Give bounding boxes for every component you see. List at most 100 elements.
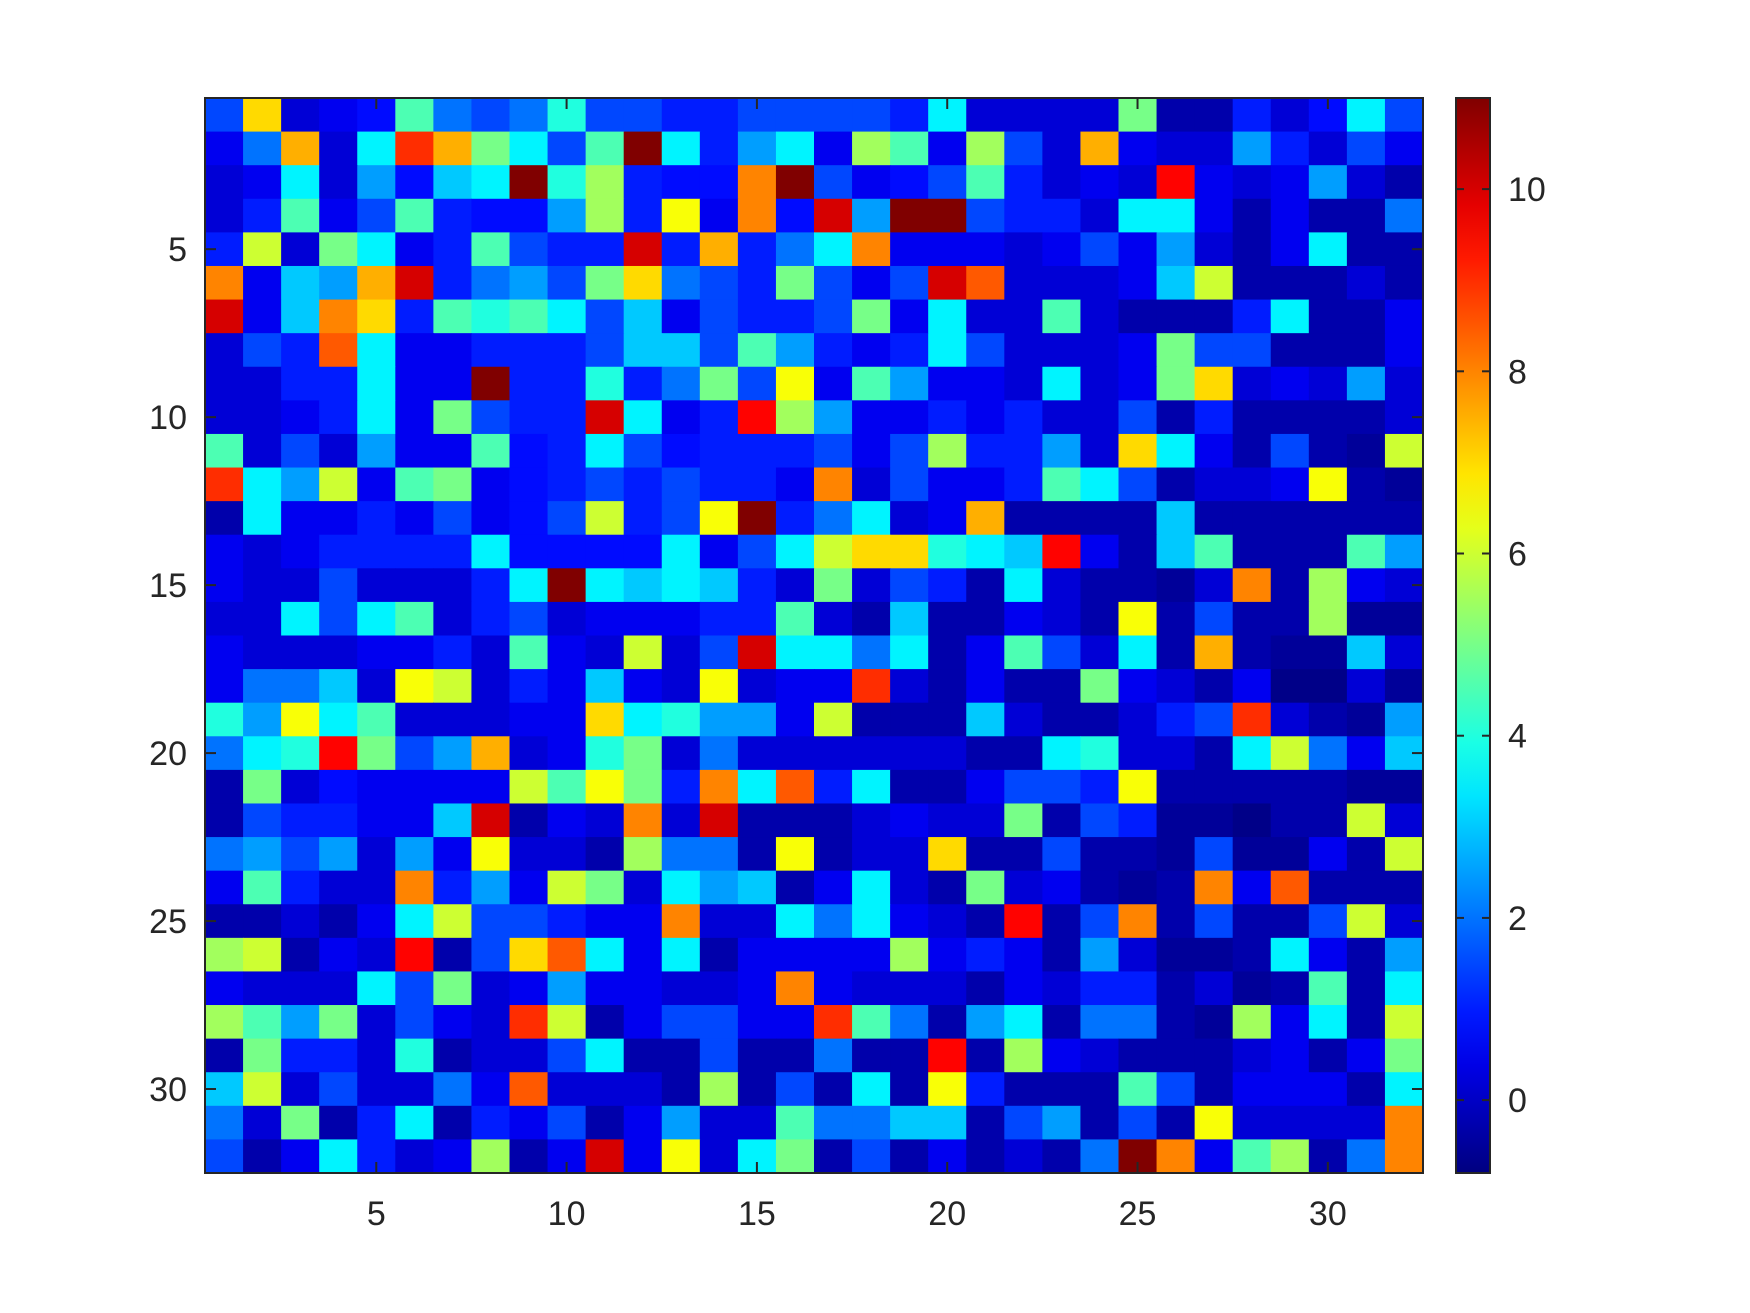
heatmap-cell	[1004, 400, 1043, 435]
heatmap-cell	[357, 467, 396, 502]
heatmap-cell	[1156, 366, 1196, 401]
heatmap-cell	[661, 400, 701, 435]
heatmap-cell	[395, 198, 434, 233]
heatmap-cell	[1270, 1005, 1310, 1040]
heatmap-cell	[395, 467, 434, 502]
heatmap-cell	[1194, 870, 1234, 905]
heatmap-cell	[775, 568, 815, 603]
heatmap-cell	[699, 568, 739, 603]
heatmap-cell	[433, 736, 473, 771]
heatmap-cell	[471, 265, 511, 301]
heatmap-cell	[1384, 131, 1424, 166]
heatmap-cell	[775, 904, 815, 939]
heatmap-cell	[1270, 198, 1310, 233]
heatmap-cell	[928, 333, 967, 368]
heatmap-cell	[1042, 971, 1082, 1006]
heatmap-cell	[661, 803, 701, 838]
heatmap-cell	[814, 904, 853, 939]
heatmap-cell	[1004, 98, 1043, 133]
heatmap-cell	[623, 232, 663, 267]
colorbar-tick-label: 2	[1508, 900, 1527, 938]
heatmap-cell	[775, 837, 815, 872]
heatmap-cell	[1004, 971, 1043, 1006]
heatmap-cell	[585, 98, 625, 133]
heatmap-cell	[319, 232, 358, 267]
heatmap-cell	[1270, 265, 1310, 301]
heatmap-cell	[547, 198, 587, 233]
heatmap-cell	[890, 971, 929, 1006]
heatmap-cell	[205, 702, 244, 737]
heatmap-cell	[471, 1072, 511, 1107]
heatmap-cell	[928, 534, 967, 569]
heatmap-cell	[966, 1038, 1005, 1073]
heatmap-cell	[890, 501, 929, 536]
heatmap-cell	[1232, 299, 1272, 334]
heatmap-cell	[966, 1139, 1005, 1174]
heatmap-cell	[966, 131, 1005, 166]
heatmap-cell	[1384, 870, 1424, 905]
heatmap-cell	[890, 265, 929, 301]
heatmap-cell	[623, 904, 663, 939]
heatmap-cell	[547, 299, 587, 334]
heatmap-cell	[1194, 400, 1234, 435]
heatmap-cell	[775, 98, 815, 133]
heatmap-cell	[1118, 601, 1158, 637]
heatmap-cell	[661, 501, 701, 536]
heatmap-cell	[471, 501, 511, 536]
heatmap-cell	[890, 232, 929, 267]
heatmap-cell	[319, 98, 358, 133]
heatmap-cell	[966, 601, 1005, 637]
heatmap-cell	[243, 501, 282, 536]
heatmap-cell	[319, 501, 358, 536]
heatmap-cell	[433, 198, 473, 233]
heatmap-cell	[852, 165, 891, 200]
heatmap-cell	[1156, 299, 1196, 334]
heatmap-cell	[433, 265, 473, 301]
heatmap-cell	[1042, 1038, 1082, 1073]
heatmap-cell	[205, 366, 244, 401]
heatmap-cell	[319, 467, 358, 502]
heatmap-cell	[1156, 904, 1196, 939]
heatmap-cell	[509, 1072, 549, 1107]
heatmap-cell	[319, 736, 358, 771]
heatmap-cell	[1118, 702, 1158, 737]
heatmap-cell	[852, 601, 891, 637]
heatmap-cell	[1004, 635, 1043, 670]
heatmap-cell	[243, 131, 282, 166]
heatmap-cell	[699, 769, 739, 805]
heatmap-cell	[1232, 534, 1272, 569]
heatmap-cell	[471, 568, 511, 603]
heatmap-cell	[395, 131, 434, 166]
heatmap-cell	[1308, 501, 1348, 536]
heatmap-cell	[852, 803, 891, 838]
heatmap-cell	[890, 1072, 929, 1107]
heatmap-cell	[243, 534, 282, 569]
heatmap-cell	[699, 265, 739, 301]
heatmap-cell	[1346, 165, 1386, 200]
heatmap-cell	[775, 131, 815, 166]
heatmap-cell	[357, 299, 396, 334]
heatmap-cell	[1080, 870, 1120, 905]
heatmap-cell	[395, 501, 434, 536]
heatmap-cell	[775, 1005, 815, 1040]
heatmap-cell	[737, 803, 777, 838]
heatmap-cell	[319, 635, 358, 670]
heatmap-cell	[319, 534, 358, 569]
heatmap-cell	[471, 635, 511, 670]
heatmap-cell	[395, 366, 434, 401]
heatmap-cell	[966, 971, 1005, 1006]
heatmap-cell	[395, 904, 434, 939]
heatmap-cell	[357, 433, 396, 469]
heatmap-cell	[1384, 467, 1424, 502]
heatmap-cell	[509, 769, 549, 805]
heatmap-cell	[928, 501, 967, 536]
heatmap-cell	[699, 635, 739, 670]
heatmap-cell	[814, 467, 853, 502]
heatmap-cell	[1118, 1072, 1158, 1107]
heatmap-cell	[319, 702, 358, 737]
heatmap-cell	[1004, 1005, 1043, 1040]
heatmap-cell	[357, 333, 396, 368]
heatmap-cell	[243, 467, 282, 502]
heatmap-cell	[928, 769, 967, 805]
